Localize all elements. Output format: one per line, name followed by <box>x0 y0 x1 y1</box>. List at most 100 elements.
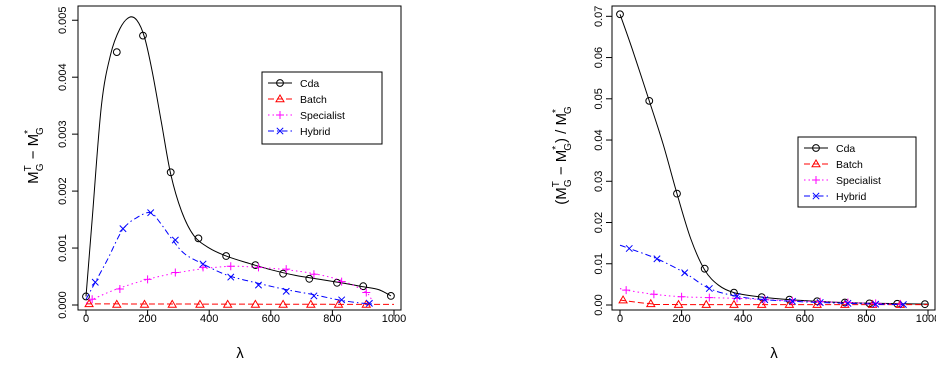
y-tick-label: 0.02 <box>593 212 605 233</box>
y-label-part: ) / M <box>553 113 570 143</box>
data-point <box>871 299 880 308</box>
data-point <box>282 265 291 274</box>
data-point <box>387 291 395 300</box>
x-tick-label: 0 <box>617 313 623 325</box>
series-line <box>85 212 373 305</box>
y-label-sub: G <box>35 127 46 135</box>
data-point <box>195 299 205 308</box>
data-point <box>359 282 368 291</box>
data-point <box>673 189 681 198</box>
series-hybrid <box>85 209 373 307</box>
data-point <box>84 298 94 308</box>
legend-marker <box>811 159 821 168</box>
data-point <box>309 270 318 279</box>
legend-box <box>261 71 383 145</box>
data-point <box>761 296 769 304</box>
series-line <box>619 288 901 305</box>
y-tick-label: 0.06 <box>593 47 605 68</box>
data-point <box>705 293 714 302</box>
data-point <box>872 300 880 308</box>
data-point <box>365 299 373 307</box>
series-line <box>85 303 395 305</box>
data-point <box>362 288 371 297</box>
legend-label: Batch <box>836 159 863 171</box>
x-tick-label: 1000 <box>916 313 936 325</box>
series-line <box>619 244 904 306</box>
series-line <box>85 16 392 297</box>
legend-label: Hybrid <box>836 191 867 203</box>
data-point <box>199 263 208 272</box>
data-point <box>282 287 290 295</box>
y-label-sup: T <box>551 181 562 187</box>
y-tick-label: 0.05 <box>593 88 605 109</box>
data-point <box>784 299 795 308</box>
x-tick-label: 800 <box>323 313 341 325</box>
data-point <box>645 298 656 308</box>
data-point <box>338 296 346 304</box>
data-point <box>227 273 235 281</box>
data-point <box>305 274 314 283</box>
y-label-part: − M <box>553 150 570 180</box>
data-point <box>222 299 233 308</box>
y-label-sup: * <box>23 130 34 134</box>
data-point <box>843 298 852 307</box>
plot-frame <box>611 5 936 311</box>
data-point <box>254 263 263 272</box>
data-point <box>166 168 175 177</box>
x-tick-label: 600 <box>796 313 814 325</box>
y-tick-label: 0.01 <box>593 253 605 274</box>
y-tick-label: 0.004 <box>57 63 69 91</box>
y-tick-label: 0.03 <box>593 171 605 192</box>
data-point <box>733 292 741 300</box>
legend-marker <box>812 176 820 184</box>
data-point <box>337 277 346 286</box>
series-batch <box>618 295 929 308</box>
y-label-sup: T <box>23 165 34 171</box>
data-point <box>278 299 288 308</box>
data-point <box>147 209 155 217</box>
y-tick-label: 0.000 <box>57 291 69 319</box>
y-label-sub: G <box>563 143 574 151</box>
data-point <box>139 31 147 40</box>
data-point <box>254 281 263 289</box>
x-tick-label: 200 <box>672 313 690 325</box>
y-label-sup: * <box>551 109 562 113</box>
data-point <box>167 299 178 308</box>
x-tick-label: 0 <box>83 313 89 325</box>
x-tick-label: 400 <box>200 313 218 325</box>
data-point <box>226 262 235 271</box>
x-axis: 0 200 400 600 800 1000 <box>83 310 406 325</box>
data-point <box>616 10 624 19</box>
data-point <box>681 269 689 277</box>
chart-1: 0 200 400 600 800 10000.0000.0010.0020.0030.0… <box>23 5 406 362</box>
data-point <box>788 297 797 305</box>
y-label-part: (M <box>553 187 570 205</box>
data-point <box>899 301 907 309</box>
data-point <box>649 290 658 299</box>
y-tick-label: 0.003 <box>57 120 69 148</box>
data-point <box>119 225 127 233</box>
y-tick-label: 0.005 <box>57 6 69 34</box>
x-tick-label: 800 <box>857 313 875 325</box>
legend: Cda Batch Specialist Hybrid <box>797 136 917 208</box>
series-line <box>619 14 929 305</box>
legend-label: Cda <box>300 78 319 90</box>
y-axis-label: (MTG − M*G) / M*G <box>551 106 574 205</box>
legend-label: Specialist <box>836 175 881 187</box>
data-point <box>645 96 654 105</box>
data-point <box>921 300 929 309</box>
legend-label: Specialist <box>300 110 345 122</box>
y-label-sub: G <box>563 106 574 114</box>
x-tick-label: 400 <box>734 313 752 325</box>
y-label-part: M <box>25 171 42 184</box>
series-specialist <box>85 262 373 304</box>
data-point <box>139 299 150 308</box>
series-cda <box>82 16 395 301</box>
y-label-sub: G <box>35 163 46 171</box>
data-point <box>816 297 825 306</box>
y-tick-label: 0.07 <box>593 6 605 27</box>
legend-marker <box>812 144 820 152</box>
legend-label: Cda <box>836 143 855 155</box>
data-point <box>82 292 90 301</box>
